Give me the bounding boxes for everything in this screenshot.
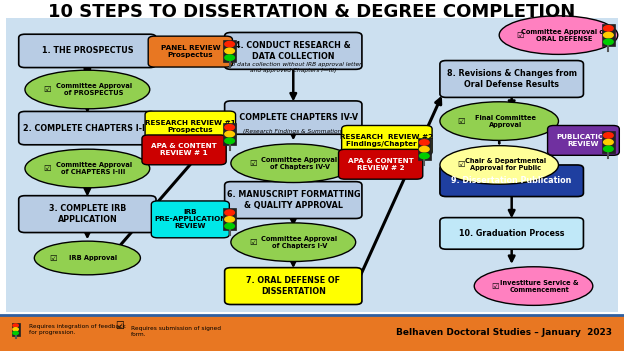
- FancyBboxPatch shape: [0, 316, 624, 351]
- Circle shape: [13, 324, 18, 327]
- Circle shape: [225, 131, 235, 137]
- Text: ☑: ☑: [249, 159, 256, 168]
- Ellipse shape: [499, 16, 618, 54]
- Text: 8. Revisions & Changes from
Oral Defense Results: 8. Revisions & Changes from Oral Defense…: [447, 69, 577, 89]
- FancyBboxPatch shape: [223, 40, 236, 62]
- FancyBboxPatch shape: [19, 34, 156, 67]
- Circle shape: [603, 39, 613, 45]
- FancyBboxPatch shape: [602, 24, 615, 46]
- FancyBboxPatch shape: [19, 196, 156, 232]
- Circle shape: [225, 48, 235, 54]
- FancyBboxPatch shape: [548, 126, 619, 155]
- Text: ☑: ☑: [43, 164, 51, 173]
- FancyBboxPatch shape: [223, 123, 236, 145]
- FancyBboxPatch shape: [142, 135, 226, 165]
- FancyBboxPatch shape: [151, 201, 230, 238]
- FancyBboxPatch shape: [145, 111, 235, 141]
- Circle shape: [13, 331, 18, 335]
- Ellipse shape: [440, 146, 558, 184]
- Text: Committee Approval
of Chapters IV-V: Committee Approval of Chapters IV-V: [261, 157, 338, 170]
- Text: Committee Approval
of Chapters I-V: Committee Approval of Chapters I-V: [261, 236, 338, 249]
- Text: 9. Dissertation Publication: 9. Dissertation Publication: [452, 176, 572, 185]
- FancyBboxPatch shape: [0, 0, 624, 316]
- Ellipse shape: [474, 267, 593, 305]
- Text: APA & CONTENT
REVIEW # 2: APA & CONTENT REVIEW # 2: [348, 158, 414, 171]
- FancyBboxPatch shape: [148, 36, 232, 67]
- Circle shape: [225, 55, 235, 60]
- Circle shape: [13, 328, 18, 331]
- FancyBboxPatch shape: [417, 138, 431, 160]
- Text: 1. THE PROSPECTUS: 1. THE PROSPECTUS: [42, 46, 133, 55]
- Circle shape: [225, 210, 235, 215]
- Text: 5. COMPLETE CHAPTERS IV-V: 5. COMPLETE CHAPTERS IV-V: [228, 113, 358, 122]
- Text: 10 STEPS TO DISSERTATION & DEGREE COMPLETION: 10 STEPS TO DISSERTATION & DEGREE COMPLE…: [49, 3, 575, 21]
- Ellipse shape: [34, 241, 140, 275]
- Text: (Research Findings & Summation): (Research Findings & Summation): [243, 129, 344, 134]
- Text: 2. COMPLETE CHAPTERS I-III: 2. COMPLETE CHAPTERS I-III: [23, 124, 152, 133]
- Text: Committee Approval
of CHAPTERS I-III: Committee Approval of CHAPTERS I-III: [56, 162, 132, 175]
- Text: 7. ORAL DEFENSE OF
DISSERTATION: 7. ORAL DEFENSE OF DISSERTATION: [246, 276, 340, 296]
- FancyBboxPatch shape: [602, 131, 615, 153]
- FancyBboxPatch shape: [12, 323, 19, 336]
- FancyBboxPatch shape: [225, 267, 362, 305]
- Text: PUBLICATION
REVIEW: PUBLICATION REVIEW: [557, 134, 610, 147]
- Circle shape: [225, 224, 235, 229]
- Text: RESEARCH REVIEW #1
Prospectus: RESEARCH REVIEW #1 Prospectus: [145, 119, 236, 133]
- Text: Final Committee
Approval: Final Committee Approval: [475, 114, 535, 128]
- Text: 10. Graduation Process: 10. Graduation Process: [459, 229, 565, 238]
- Text: 3. COMPLETE IRB
APPLICATION: 3. COMPLETE IRB APPLICATION: [49, 204, 126, 224]
- Text: IRB
PRE-APPLICATION
REVIEW: IRB PRE-APPLICATION REVIEW: [154, 210, 227, 229]
- FancyBboxPatch shape: [440, 165, 583, 197]
- Circle shape: [225, 217, 235, 222]
- Text: ☑: ☑: [491, 282, 499, 291]
- Ellipse shape: [440, 102, 558, 140]
- Text: RESEARCH  REVIEW #2
Findings/Chapter IV: RESEARCH REVIEW #2 Findings/Chapter IV: [340, 134, 434, 147]
- Text: ☑: ☑: [457, 160, 464, 170]
- Circle shape: [603, 26, 613, 31]
- FancyBboxPatch shape: [440, 218, 583, 249]
- FancyBboxPatch shape: [223, 208, 236, 230]
- Circle shape: [225, 125, 235, 130]
- Circle shape: [419, 140, 429, 145]
- Circle shape: [419, 153, 429, 159]
- Circle shape: [225, 41, 235, 47]
- Text: ☑: ☑: [516, 31, 524, 40]
- Circle shape: [603, 146, 613, 152]
- FancyBboxPatch shape: [225, 101, 362, 134]
- Circle shape: [225, 138, 235, 144]
- Circle shape: [603, 32, 613, 38]
- Circle shape: [419, 146, 429, 152]
- FancyBboxPatch shape: [6, 18, 618, 312]
- FancyBboxPatch shape: [19, 112, 156, 145]
- Circle shape: [603, 139, 613, 145]
- Text: APA & CONTENT
REVIEW # 1: APA & CONTENT REVIEW # 1: [151, 143, 217, 157]
- Text: (No data collection without IRB approval letter
and approved Chapters I—III): (No data collection without IRB approval…: [225, 62, 361, 73]
- Text: ☑: ☑: [49, 253, 57, 263]
- Text: Committee Approval of
ORAL DEFENSE: Committee Approval of ORAL DEFENSE: [522, 28, 607, 42]
- Ellipse shape: [25, 70, 150, 109]
- Text: Chair & Departmental
Approval for Public: Chair & Departmental Approval for Public: [464, 158, 546, 172]
- FancyBboxPatch shape: [225, 181, 362, 218]
- Text: Investiture Service &
Commencement: Investiture Service & Commencement: [500, 279, 579, 293]
- FancyBboxPatch shape: [342, 126, 432, 155]
- Ellipse shape: [25, 149, 150, 188]
- Text: IRB Approval: IRB Approval: [69, 255, 117, 261]
- Text: 4. CONDUCT RESEARCH &
DATA COLLECTION: 4. CONDUCT RESEARCH & DATA COLLECTION: [235, 41, 351, 61]
- Text: PANEL REVIEW
Prospectus: PANEL REVIEW Prospectus: [160, 45, 220, 58]
- Text: Requires integration of feedback
for progression.: Requires integration of feedback for pro…: [29, 324, 125, 335]
- Ellipse shape: [231, 223, 356, 261]
- Text: ☑: ☑: [43, 85, 51, 94]
- FancyBboxPatch shape: [338, 149, 423, 179]
- Text: Requires submission of signed
form.: Requires submission of signed form.: [131, 326, 221, 337]
- Ellipse shape: [231, 144, 356, 183]
- Text: Committee Approval
of PROSPECTUS: Committee Approval of PROSPECTUS: [56, 83, 132, 96]
- FancyBboxPatch shape: [440, 60, 583, 97]
- Text: ☑: ☑: [115, 321, 124, 331]
- Text: ☑: ☑: [249, 238, 256, 247]
- Text: Belhaven Doctoral Studies – January  2023: Belhaven Doctoral Studies – January 2023: [396, 328, 612, 337]
- Circle shape: [603, 133, 613, 138]
- Text: ☑: ☑: [457, 117, 464, 126]
- FancyBboxPatch shape: [225, 33, 362, 69]
- Text: 6. MANUSCRIPT FORMATTING
& QUALITY APPROVAL: 6. MANUSCRIPT FORMATTING & QUALITY APPRO…: [227, 190, 360, 210]
